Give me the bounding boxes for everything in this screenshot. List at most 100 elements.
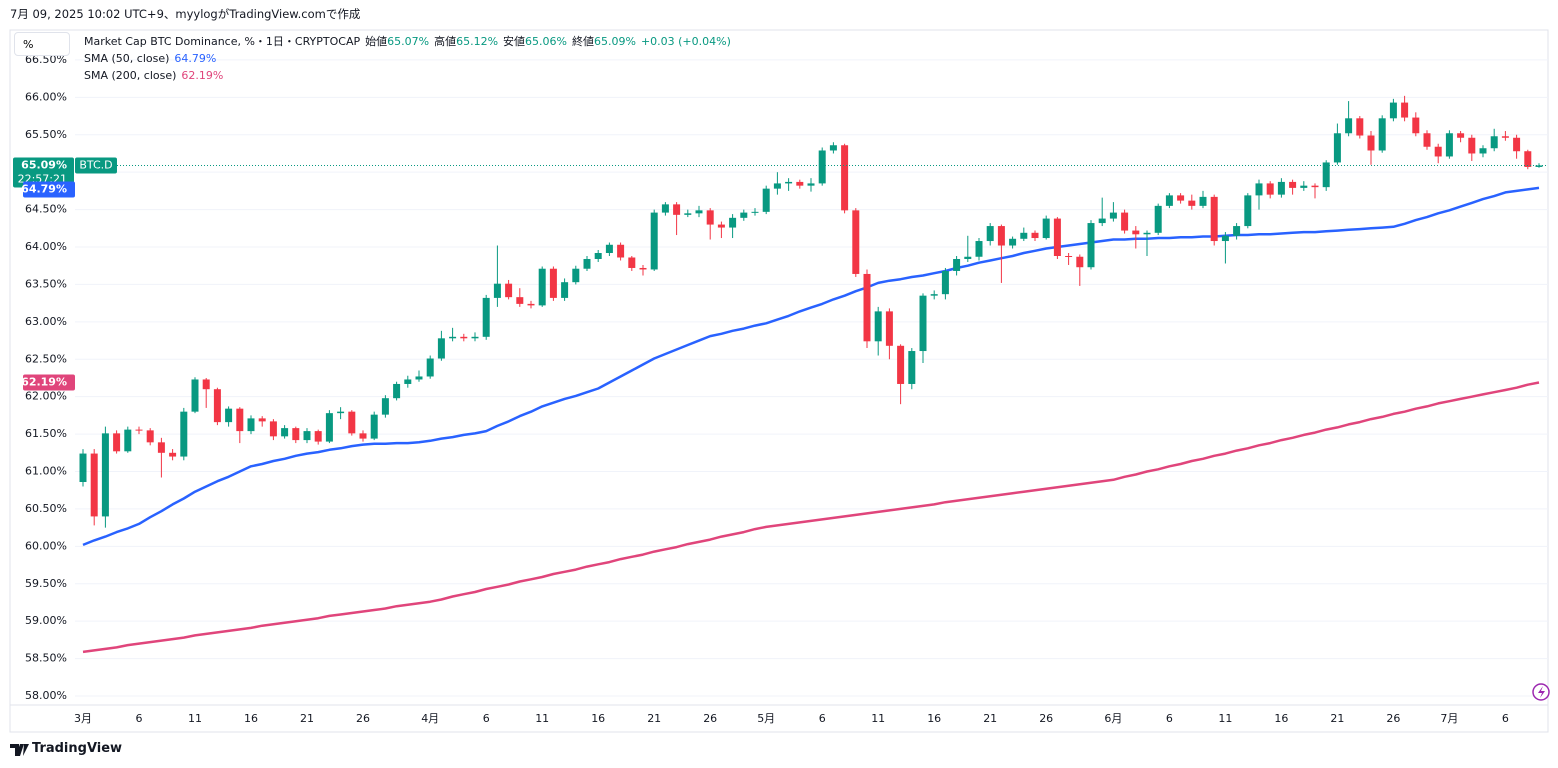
x-tick-label: 16	[244, 712, 258, 725]
candle-body	[1367, 135, 1375, 151]
candle-body	[1109, 212, 1117, 219]
y-tick-label: 64.50%	[25, 203, 67, 216]
symbol-tag-text: BTC.D	[79, 158, 112, 171]
candle-body	[717, 224, 725, 228]
candle-body	[1154, 205, 1162, 233]
candle-body	[1345, 118, 1353, 134]
price-tag	[13, 157, 74, 188]
candle-body	[1065, 255, 1073, 257]
candle-body	[538, 268, 546, 306]
sma-tag	[23, 374, 75, 391]
logo: TradingView	[32, 741, 123, 756]
scale-button[interactable]: %	[14, 32, 70, 56]
candle-body	[281, 428, 289, 437]
candle-body	[1423, 133, 1431, 147]
candle-body	[740, 212, 748, 218]
candle-body	[359, 433, 367, 439]
legend-ohlc-value: 65.09%	[593, 35, 636, 48]
sma-line	[82, 381, 1540, 654]
alert-icon-bolt	[1538, 686, 1545, 698]
candle-body	[191, 379, 199, 412]
candle-body	[1322, 162, 1330, 188]
legend-title: Market Cap BTC Dominance, %・1日・CRYPTOCAP	[84, 35, 361, 48]
candle-body	[807, 183, 815, 186]
legend: Market Cap BTC Dominance, %・1日・CRYPTOCAP…	[84, 33, 736, 84]
candle-body	[897, 345, 905, 384]
candle-body	[762, 188, 770, 212]
candle-body	[157, 442, 165, 453]
candle-body	[1277, 181, 1285, 195]
candle-body	[482, 297, 490, 337]
x-tick-label: 4月	[421, 712, 439, 725]
candle-body	[773, 183, 781, 189]
candle-body	[1490, 136, 1498, 149]
x-tick-label: 21	[1330, 712, 1344, 725]
candle-body	[1188, 200, 1196, 206]
x-tick-label: 21	[983, 712, 997, 725]
candle-body	[146, 430, 154, 443]
y-tick-label: 60.50%	[25, 502, 67, 515]
candle-body	[695, 210, 703, 214]
candle-body	[953, 258, 961, 271]
legend-row: SMA (200, close) 62.19%	[84, 67, 736, 84]
x-tick-label: 6	[483, 712, 490, 725]
candle-body	[460, 336, 468, 339]
created-note: 7月 09, 2025 10:02 UTC+9、myylogがTradingVi…	[10, 7, 361, 21]
candle-body	[314, 431, 322, 442]
candle-body	[247, 418, 255, 432]
x-tick-label: 5月	[757, 712, 775, 725]
candle-body	[124, 429, 132, 452]
price-tag-value: 65.09%	[21, 158, 67, 171]
candle-body	[292, 428, 300, 441]
y-tick-label: 64.00%	[25, 240, 67, 253]
x-tick-label: 6	[1166, 712, 1173, 725]
y-tick-label: 59.50%	[25, 577, 67, 590]
legend-ohlc-value: 65.07%	[387, 35, 430, 48]
y-tick-label: 66.00%	[25, 90, 67, 103]
candle-body	[471, 336, 479, 339]
candle-body	[1524, 151, 1532, 167]
candle-body	[661, 204, 669, 213]
x-tick-label: 26	[703, 712, 717, 725]
candle-body	[381, 398, 389, 415]
x-tick-label: 21	[647, 712, 661, 725]
candle-body	[986, 226, 994, 242]
candle-body	[1479, 148, 1487, 154]
legend-series-name: SMA (200, close)	[84, 69, 177, 82]
x-tick-label: 16	[591, 712, 605, 725]
candle-body	[1356, 118, 1364, 136]
y-tick-label: 62.00%	[25, 390, 67, 403]
sma-line	[82, 186, 1540, 547]
y-tick-label: 65.50%	[25, 128, 67, 141]
candle-body	[1053, 218, 1061, 256]
candle-body	[549, 268, 557, 298]
candle-body	[684, 213, 692, 215]
candle-body	[841, 145, 849, 211]
legend-row: SMA (50, close) 64.79%	[84, 50, 736, 67]
legend-row: Market Cap BTC Dominance, %・1日・CRYPTOCAP…	[84, 33, 736, 50]
candle-body	[874, 311, 882, 342]
candle-body	[101, 433, 109, 517]
candle-body	[1300, 185, 1308, 188]
legend-ohlc-value: 65.06%	[525, 35, 567, 48]
y-tick-label: 63.50%	[25, 277, 67, 290]
candle-body	[1098, 218, 1106, 224]
candle-body	[1165, 195, 1173, 206]
candle-body	[493, 283, 501, 298]
candle-body	[404, 379, 412, 384]
candle-body	[90, 453, 98, 517]
y-tick-label: 62.50%	[25, 352, 67, 365]
candle-body	[1121, 212, 1129, 231]
candle-body	[516, 297, 524, 304]
legend-ohlc-label: 安値	[503, 35, 526, 48]
candle-body	[1535, 165, 1543, 167]
x-tick-label: 26	[1386, 712, 1400, 725]
candle-body	[527, 303, 535, 306]
candle-body	[1434, 146, 1442, 157]
candle-body	[1457, 133, 1465, 138]
sma-tag	[23, 181, 75, 198]
candle-body	[1076, 256, 1084, 268]
candle-body	[1132, 230, 1140, 235]
candle-body	[1412, 117, 1420, 134]
candle-body	[449, 336, 457, 339]
